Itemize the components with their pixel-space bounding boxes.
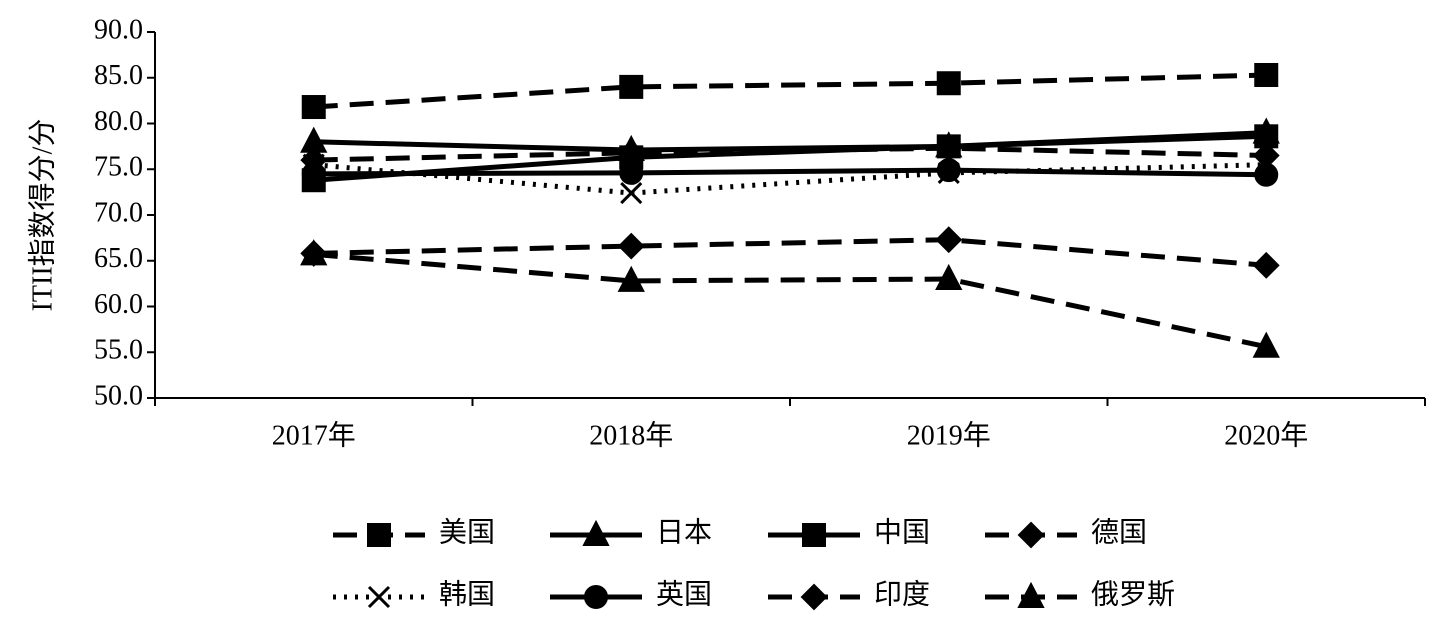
line bbox=[313, 72, 1267, 110]
y-tick-label: 75.0 bbox=[94, 152, 143, 183]
legend-item: 德国 bbox=[985, 516, 1147, 548]
marker bbox=[582, 519, 610, 546]
marker bbox=[1252, 331, 1280, 358]
legend-label: 日本 bbox=[656, 516, 712, 548]
legend-label: 中国 bbox=[874, 516, 930, 548]
marker bbox=[300, 239, 328, 266]
marker bbox=[1254, 162, 1279, 187]
y-tick-label: 85.0 bbox=[94, 60, 143, 91]
legend-label: 德国 bbox=[1091, 516, 1147, 548]
marker bbox=[800, 583, 828, 611]
legend-label: 印度 bbox=[874, 578, 930, 610]
y-tick-label: 80.0 bbox=[94, 106, 143, 137]
legend-label: 美国 bbox=[439, 516, 495, 548]
marker bbox=[935, 263, 963, 291]
marker bbox=[584, 585, 608, 609]
legend-item: 韩国 bbox=[333, 578, 495, 610]
x-tick-label: 2020年 bbox=[1224, 419, 1308, 451]
marker bbox=[367, 523, 391, 547]
legend-label: 俄罗斯 bbox=[1091, 578, 1175, 610]
line bbox=[313, 251, 1267, 350]
marker bbox=[301, 161, 326, 186]
marker bbox=[1254, 63, 1279, 88]
marker bbox=[619, 74, 644, 99]
legend-item: 美国 bbox=[333, 516, 495, 548]
y-tick-label: 65.0 bbox=[94, 243, 143, 274]
x-tick-label: 2018年 bbox=[589, 419, 673, 451]
legend-label: 英国 bbox=[656, 578, 712, 610]
y-tick-label: 90.0 bbox=[94, 14, 143, 45]
legend-item: 日本 bbox=[550, 516, 712, 548]
y-tick-label: 55.0 bbox=[94, 335, 143, 366]
marker bbox=[1017, 581, 1045, 608]
x-tick-label: 2017年 bbox=[272, 419, 356, 451]
x-tick-label: 2019年 bbox=[907, 419, 991, 451]
y-tick-label: 60.0 bbox=[94, 289, 143, 320]
line bbox=[313, 145, 1267, 163]
legend-label: 韩国 bbox=[439, 578, 495, 610]
marker bbox=[301, 95, 326, 120]
legend-item: 印度 bbox=[768, 578, 930, 610]
marker bbox=[936, 158, 961, 183]
marker bbox=[1017, 521, 1045, 549]
legend-item: 英国 bbox=[550, 578, 712, 610]
marker bbox=[802, 523, 826, 547]
marker bbox=[617, 232, 645, 260]
y-axis-label: ITII指数得分/分 bbox=[26, 119, 58, 312]
y-tick-label: 50.0 bbox=[94, 380, 143, 411]
line bbox=[313, 237, 1267, 268]
marker bbox=[1252, 251, 1280, 279]
marker bbox=[367, 585, 391, 609]
legend-item: 中国 bbox=[768, 516, 930, 548]
y-tick-label: 70.0 bbox=[94, 197, 143, 228]
legend-item: 俄罗斯 bbox=[985, 578, 1175, 610]
marker bbox=[935, 226, 963, 254]
marker bbox=[617, 265, 645, 292]
marker bbox=[936, 71, 961, 96]
line bbox=[313, 167, 1267, 178]
marker bbox=[619, 160, 644, 185]
marker bbox=[620, 181, 643, 205]
